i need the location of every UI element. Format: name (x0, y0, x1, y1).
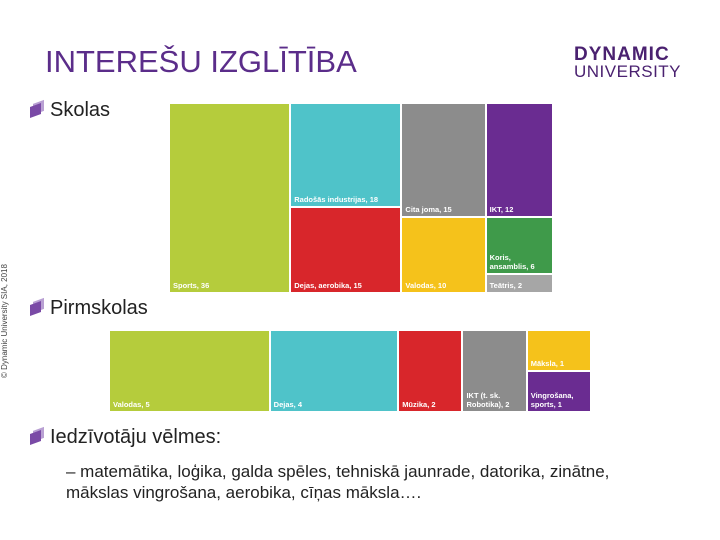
slide-title: INTEREŠU IZGLĪTĪBA (45, 44, 357, 79)
bullet-heading: Iedzīvotāju vēlmes: (50, 426, 222, 448)
cell-label: Mūzika, 2 (402, 400, 436, 409)
logo: DYNAMIC UNIVERSITY (574, 44, 682, 81)
logo-line: UNIVERSITY (574, 62, 682, 81)
treemap-cell: Dejas, 4 (270, 331, 398, 411)
treemap-cell: Valodas, 5 (110, 331, 269, 411)
cell-label: IKT (t. sk. Robotika), 2 (466, 391, 510, 409)
treemap: Sports, 36 Radošās industrijas, 18 Dejas, … (170, 104, 554, 294)
cell-label: Dejas, 4 (273, 400, 303, 409)
sub-bullet: – matemātika, loģika, galda spēles, tehn… (66, 462, 610, 502)
treemap-cell: Koris, ansamblis, 6 (486, 218, 552, 273)
cell-label: Vingrošana, sports, 1 (530, 391, 574, 409)
treemap-cell: Māksla, 1 (527, 331, 590, 370)
cell-label: Cita joma, 15 (405, 205, 452, 214)
treemap-cell: Radošās industrijas, 18 (291, 104, 401, 206)
treemap-cell: Teātris, 2 (486, 275, 552, 292)
treemap-cell: Sports, 36 (170, 104, 290, 292)
treemap-cell: IKT (t. sk. Robotika), 2 (463, 331, 526, 411)
treemap-cell: Valodas, 10 (402, 218, 485, 292)
cell-label: IKT, 12 (489, 205, 514, 214)
treemap-cell: Dejas, aerobika, 15 (291, 207, 401, 292)
bullet-heading: Skolas (50, 99, 111, 121)
cell-label: Teātris, 2 (489, 281, 523, 290)
treemap: Valodas, 5 Dejas, 4 Mūzika, 2 IKT (t. sk. R… (110, 331, 592, 413)
treemap-cell: Cita joma, 15 (402, 104, 485, 216)
cell-label: Radošās industrijas, 18 (294, 194, 379, 204)
cell-label: Koris, ansamblis, 6 (489, 253, 535, 271)
copyright: © Dynamic University SIA, 2018 (0, 264, 9, 378)
treemap-cell: IKT, 12 (486, 104, 552, 216)
cell-label: Sports, 36 (173, 281, 210, 290)
treemap-cell: Vingrošana, sports, 1 (527, 372, 590, 411)
treemap-cell: Mūzika, 2 (399, 331, 462, 411)
logo-line: DYNAMIC (574, 44, 670, 65)
cell-label: Dejas, aerobika, 15 (294, 280, 362, 290)
cell-label: Māksla, 1 (530, 359, 565, 368)
cell-label: Valodas, 5 (113, 400, 150, 409)
cell-label: Valodas, 10 (405, 281, 447, 290)
bullet-heading: Pirmskolas (50, 297, 148, 319)
